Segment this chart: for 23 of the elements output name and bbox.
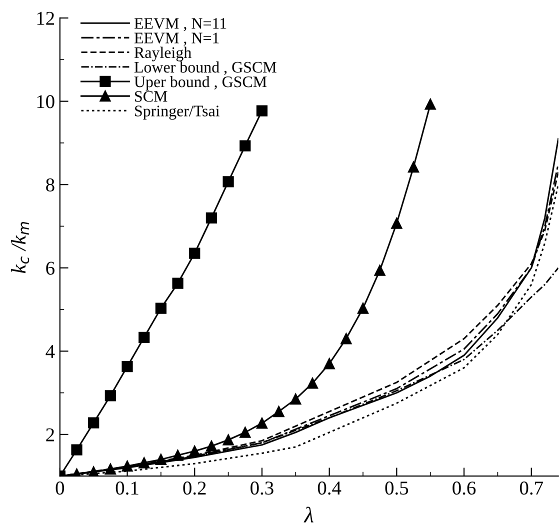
y-tick-label: 4 — [46, 345, 55, 358]
x-tick-label: 0 — [56, 482, 64, 495]
legend-label: Uper bound , GSCM — [134, 76, 267, 90]
y-tick-label: 10 — [37, 95, 54, 108]
x-tick-label: 0.7 — [520, 482, 543, 495]
y-tick-label: 2 — [46, 428, 54, 442]
legend-label: Rayleigh — [134, 46, 192, 62]
legend-label: Springer/Tsai — [135, 106, 220, 120]
x-tick-label: 0.2 — [183, 482, 206, 495]
legend-label: EEVM , N=11 — [134, 18, 226, 32]
y-tick-label: 12 — [37, 12, 54, 25]
y-tick-label: 8 — [46, 178, 54, 192]
x-tick-label: 0.4 — [318, 482, 342, 495]
x-tick-label: 0.1 — [116, 482, 138, 495]
x-tick-label: 0.5 — [385, 482, 408, 495]
x-tick-label: 0.3 — [250, 482, 274, 495]
legend-label: SCM — [135, 91, 168, 102]
x-axis-title: λ — [304, 506, 314, 522]
y-tick-label: 6 — [46, 262, 54, 275]
y-axis-title: k$_{c}$ /k$_{m}$ — [11, 222, 30, 274]
legend-label: Lower bound , GSCM — [134, 61, 276, 75]
x-tick-label: 0.6 — [452, 482, 476, 495]
legend-label: EEVM , N=1 — [134, 32, 219, 46]
